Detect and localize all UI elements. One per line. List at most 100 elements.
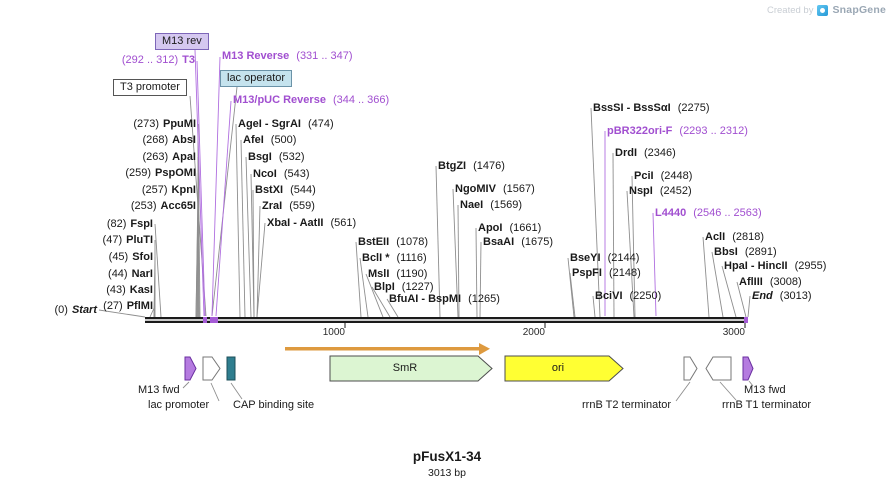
ori-feature-arrow[interactable]	[504, 355, 624, 382]
site-name: BbsI	[714, 246, 738, 258]
site-name: PciI	[634, 170, 654, 182]
site-name: PspOMI	[155, 167, 196, 179]
site-position: (44)	[108, 268, 128, 280]
start-label[interactable]: (0) Start	[54, 304, 97, 317]
enzyme-site-label[interactable]: BstEII (1078)	[358, 236, 428, 249]
primer-label-l4440[interactable]: L4440 (2546 .. 2563)	[655, 207, 762, 220]
site-position: (1265)	[468, 293, 500, 305]
enzyme-site-label[interactable]: PspFI (2148)	[572, 267, 641, 280]
enzyme-site-label[interactable]: (47) PluTI	[103, 234, 153, 247]
enzyme-site-label[interactable]: BsaAI (1675)	[483, 236, 553, 249]
m13-fwd-right-arrow[interactable]	[742, 356, 754, 381]
site-position: (561)	[330, 217, 357, 229]
rrnb-t1-terminator-label[interactable]: rrnB T1 terminator	[722, 399, 812, 411]
enzyme-site-label[interactable]: NspI (2452)	[629, 185, 692, 198]
cap-binding-site-box[interactable]	[226, 356, 236, 381]
t3-promoter-box-label[interactable]: T3 promoter	[113, 79, 187, 96]
site-name: PflMI	[126, 300, 153, 312]
site-position: (2448)	[660, 170, 693, 182]
enzyme-site-label[interactable]: (263) ApaI	[142, 151, 196, 164]
enzyme-site-label[interactable]: NcoI (543)	[253, 168, 310, 181]
enzyme-site-label[interactable]: AfeI (500)	[243, 134, 296, 147]
enzyme-site-label[interactable]: BtgZI (1476)	[438, 160, 505, 173]
site-position: (82)	[106, 218, 127, 230]
site-position: (3013)	[779, 290, 812, 302]
enzyme-site-label[interactable]: DrdI (2346)	[615, 147, 676, 160]
enzyme-site-label[interactable]: (273) PpuMI	[133, 118, 196, 131]
enzyme-site-label[interactable]: AflIII (3008)	[739, 276, 802, 289]
enzyme-site-label[interactable]: BbsI (2891)	[714, 246, 777, 259]
map-backbone[interactable]	[145, 317, 748, 323]
site-name: XbaI - AatII	[267, 217, 324, 229]
site-name: FspI	[130, 218, 153, 230]
enzyme-site-label[interactable]: (45) SfoI	[109, 251, 153, 264]
primer-label-pbr322ori-f[interactable]: pBR322ori-F (2293 .. 2312)	[607, 125, 748, 138]
site-name: BclI *	[362, 252, 390, 264]
enzyme-site-label[interactable]: BclI * (1116)	[362, 252, 427, 265]
enzyme-site-label[interactable]: BciVI (2250)	[595, 290, 661, 303]
enzyme-site-label[interactable]: (44) NarI	[108, 268, 153, 281]
enzyme-site-label[interactable]: (268) AbsI	[142, 134, 196, 147]
enzyme-site-label[interactable]: (27) PflMI	[103, 300, 153, 313]
site-position: (2144)	[607, 252, 640, 264]
enzyme-site-label[interactable]: BssSI - BssSαI (2275)	[593, 102, 709, 115]
enzyme-site-label[interactable]: BseYI (2144)	[570, 252, 639, 265]
enzyme-site-label[interactable]: (43) KasI	[106, 284, 153, 297]
site-position: (1078)	[396, 236, 428, 248]
primer-name: M13 Reverse	[222, 50, 290, 62]
enzyme-site-label[interactable]: MslI (1190)	[368, 268, 427, 281]
primer-site-mark[interactable]	[203, 317, 207, 323]
primer-label-m13-reverse[interactable]: M13 Reverse (331 .. 347)	[222, 50, 353, 63]
site-position: (253)	[130, 200, 157, 212]
enzyme-site-label[interactable]: ApoI (1661)	[478, 222, 541, 235]
m13-fwd-left-arrow[interactable]	[184, 356, 197, 381]
enzyme-site-label[interactable]: NgoMIV (1567)	[455, 183, 535, 196]
primer-label-t3[interactable]: (292 .. 312) T3	[122, 54, 195, 67]
enzyme-site-label[interactable]: XbaI - AatII (561)	[267, 217, 356, 230]
enzyme-site-label[interactable]: (257) KpnI	[142, 184, 196, 197]
lac-promoter-arrow[interactable]	[202, 356, 221, 381]
enzyme-site-label[interactable]: BstXI (544)	[255, 184, 316, 197]
axis-ticks	[344, 323, 746, 328]
end-label[interactable]: End (3013)	[752, 290, 812, 303]
m13-fwd-right-label[interactable]: M13 fwd	[744, 384, 786, 396]
snapgene-icon	[817, 4, 829, 16]
site-position: (1675)	[521, 236, 553, 248]
orf-arrow[interactable]	[285, 343, 490, 355]
smr-feature-label[interactable]: SmR	[392, 362, 418, 374]
site-position: (2250)	[629, 290, 662, 302]
site-position: (268)	[142, 134, 169, 146]
enzyme-site-label[interactable]: BfuAI - BspMI (1265)	[389, 293, 500, 306]
cap-binding-site-label[interactable]: CAP binding site	[233, 399, 315, 411]
site-name: NcoI	[253, 168, 277, 180]
enzyme-site-label[interactable]: BlpI (1227)	[374, 281, 434, 294]
enzyme-site-label[interactable]: (253) Acc65I	[131, 200, 196, 213]
primer-label-m13-puc-reverse[interactable]: M13/pUC Reverse (344 .. 366)	[233, 94, 389, 107]
ori-feature-label[interactable]: ori	[551, 362, 565, 374]
enzyme-site-label[interactable]: AgeI - SgrAI (474)	[238, 118, 334, 131]
enzyme-site-label[interactable]: PciI (2448)	[634, 170, 692, 183]
rrnb-t1-terminator-arrow[interactable]	[705, 356, 732, 381]
smr-feature-arrow[interactable]	[329, 355, 493, 382]
enzyme-site-label[interactable]: BsgI (532)	[248, 151, 305, 164]
site-name: Acc65I	[160, 200, 196, 212]
m13-fwd-left-label[interactable]: M13 fwd	[138, 384, 180, 396]
enzyme-site-label[interactable]: (259) PspOMI	[125, 167, 196, 180]
enzyme-site-label[interactable]: NaeI (1569)	[460, 199, 522, 212]
site-position: (474)	[307, 118, 334, 130]
enzyme-site-label[interactable]: AclI (2818)	[705, 231, 764, 244]
rrnb-t2-terminator-arrow[interactable]	[683, 356, 698, 381]
m13-rev-box-label[interactable]: M13 rev	[155, 33, 209, 50]
site-position: (263)	[142, 151, 169, 163]
lac-operator-box-label[interactable]: lac operator	[220, 70, 293, 87]
enzyme-site-label[interactable]: ZraI (559)	[262, 200, 315, 213]
enzyme-site-label[interactable]: HpaI - HincII (2955)	[724, 260, 826, 273]
site-position: (2818)	[732, 231, 764, 243]
rrnb-t2-terminator-label[interactable]: rrnB T2 terminator	[582, 399, 672, 411]
lac-promoter-label[interactable]: lac promoter	[148, 399, 210, 411]
primer-site-mark[interactable]	[210, 317, 218, 323]
enzyme-site-label[interactable]: (82) FspI	[107, 218, 153, 231]
primer-site-mark[interactable]	[744, 317, 748, 323]
site-name: NgoMIV	[455, 183, 496, 195]
